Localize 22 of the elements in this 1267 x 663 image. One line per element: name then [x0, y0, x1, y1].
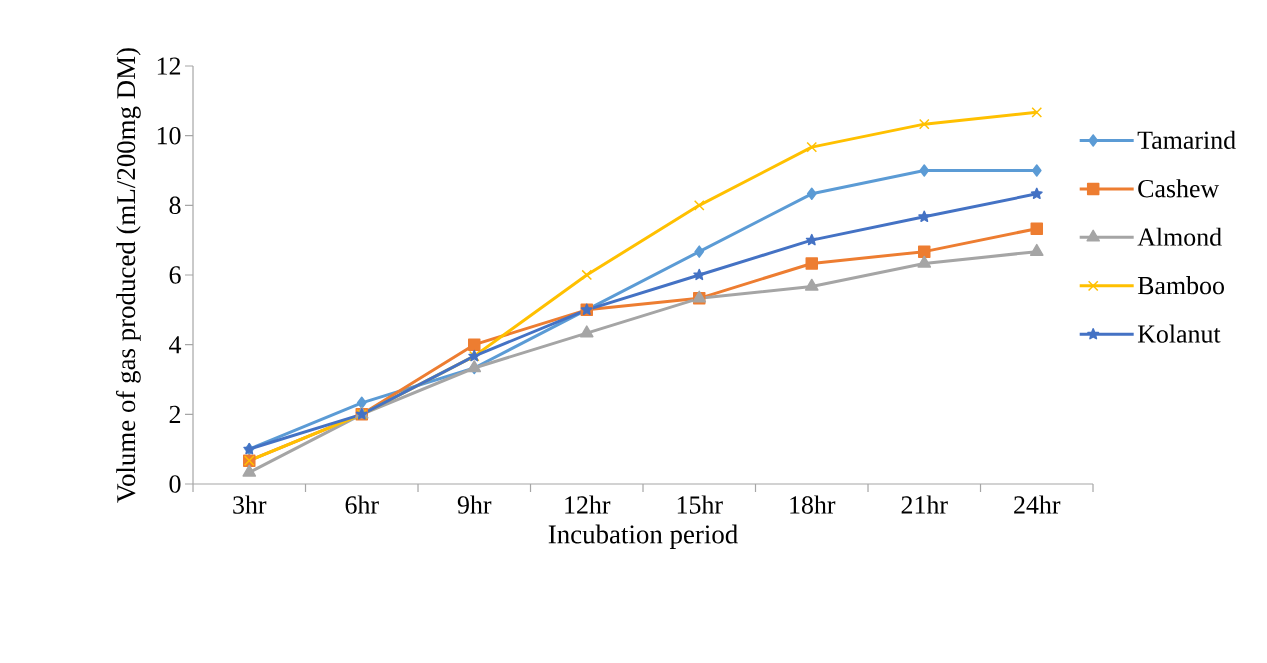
x-tick-label: 9hr [457, 495, 492, 514]
y-tick-label: 6 [169, 266, 181, 284]
x-tick-label: 3hr [233, 495, 267, 514]
x-axis-title: Incubation period [548, 524, 738, 549]
legend-label: Tamarind [1137, 130, 1236, 149]
legend-label: Cashew [1138, 179, 1220, 198]
y-tick-label: 12 [157, 57, 181, 75]
x-tick-label: 15hr [677, 495, 723, 514]
legend-label: Kolanut [1137, 324, 1221, 343]
x-tick-label: 21hr [901, 495, 948, 514]
legend-label: Bamboo [1137, 276, 1224, 295]
y-tick-label: 2 [169, 405, 181, 423]
x-tick-label: 6hr [345, 495, 379, 514]
y-axis-title: Volume of gas produced (mL/200mg DM) [116, 48, 141, 503]
x-tick-label: 18hr [790, 495, 836, 514]
y-tick-label: 4 [169, 336, 182, 354]
x-tick-label: 12hr [565, 495, 611, 514]
y-tick-label: 8 [169, 196, 181, 215]
y-tick-label: 0 [169, 475, 181, 493]
legend-label: Almond [1137, 227, 1222, 246]
x-tick-label: 24hr [1014, 495, 1061, 514]
y-tick-label: 10 [157, 126, 181, 145]
